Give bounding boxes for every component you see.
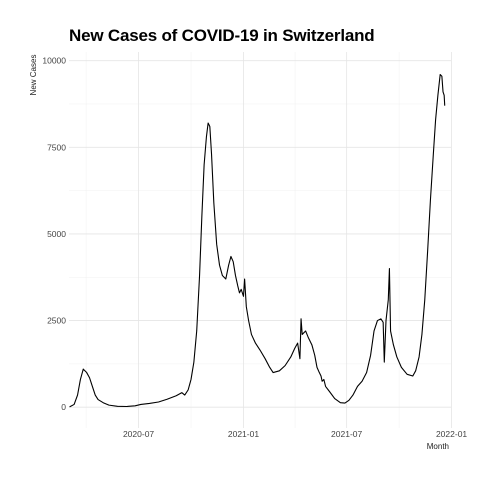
x-tick-label: 2021-01	[228, 429, 259, 439]
series-layer	[69, 73, 446, 408]
series-line	[69, 73, 446, 408]
chart-title: New Cases of COVID-19 in Switzerland	[69, 26, 375, 45]
x-tick-label: 2022-01	[436, 429, 467, 439]
y-tick-label: 7500	[47, 142, 66, 152]
x-axis-label: Month	[427, 442, 449, 451]
axes: New Cases Month 0 2500 5000 7500 10000 2020-0…	[29, 55, 467, 451]
grid	[69, 52, 452, 428]
y-tick-label: 10000	[42, 56, 66, 66]
x-tick-label: 2021-07	[331, 429, 362, 439]
y-axis-label: New Cases	[29, 55, 38, 96]
y-tick-label: 2500	[47, 316, 66, 326]
x-tick-label: 2020-07	[123, 429, 154, 439]
y-tick-label: 5000	[47, 229, 66, 239]
y-tick-label: 0	[61, 402, 66, 412]
